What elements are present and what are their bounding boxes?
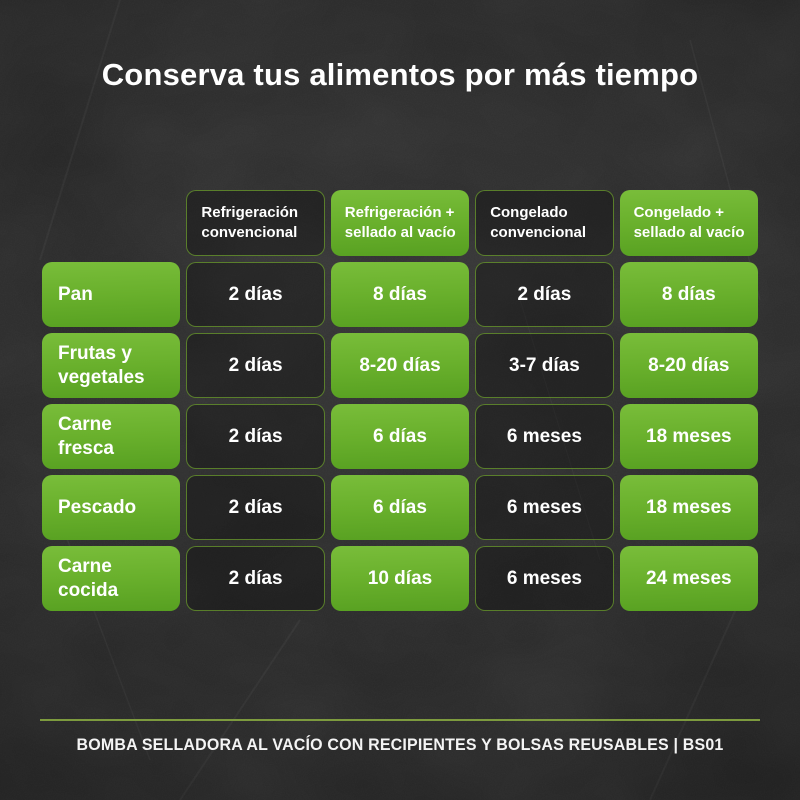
cell-r1-c1: 2 días: [186, 262, 325, 327]
cell-r1-c3: 2 días: [475, 262, 614, 327]
cell-r2-c1: 2 días: [186, 333, 325, 398]
cell-r3-c2-text: 6 días: [373, 425, 427, 447]
row-label-1: Pan: [42, 262, 181, 327]
cell-r4-c3: 6 meses: [475, 475, 614, 540]
row-label-4: Pescado: [42, 475, 181, 540]
column-header-4: Congelado + sellado al vacío: [619, 190, 758, 256]
cell-r2-c2: 8-20 días: [330, 333, 470, 398]
row-label-2-text: Frutas y vegetales: [58, 342, 145, 388]
cell-r5-c4: 24 meses: [619, 546, 758, 611]
cell-r4-c3-text: 6 meses: [506, 496, 582, 518]
cell-r2-c3-text: 3-7 días: [509, 354, 580, 376]
cell-r3-c4: 18 meses: [619, 404, 758, 469]
page-title: Conserva tus alimentos por más tiempo: [101, 57, 699, 92]
footer-caption: BOMBA SELLADORA AL VACÍO CON RECIPIENTES…: [76, 735, 724, 754]
cell-r2-c4-text: 8-20 días: [648, 354, 730, 376]
cell-r5-c1: 2 días: [186, 546, 325, 611]
cell-r1-c2-text: 8 días: [373, 283, 427, 305]
cell-r3-c1: 2 días: [186, 404, 325, 469]
column-header-1: Refrigeración convencional: [186, 190, 325, 256]
row-label-4-text: Pescado: [58, 496, 137, 518]
cell-r3-c3: 6 meses: [475, 404, 614, 469]
cell-r2-c2-text: 8-20 días: [359, 354, 441, 376]
column-header-3-text: Congelado convencional: [490, 204, 587, 241]
row-label-2: Frutas y vegetales: [42, 333, 181, 398]
cell-r4-c2: 6 días: [330, 475, 470, 540]
cell-r1-c4-text: 8 días: [661, 283, 716, 305]
cell-r2-c1-text: 2 días: [228, 354, 283, 376]
row-label-3-text: Carne fresca: [58, 413, 114, 459]
cell-r4-c4: 18 meses: [619, 475, 758, 540]
column-header-2-text: Refrigeración + sellado al vacío: [344, 204, 456, 241]
cell-r4-c1-text: 2 días: [228, 496, 283, 518]
corner-spacer: [42, 190, 180, 256]
cell-r5-c3-text: 6 meses: [506, 567, 582, 589]
column-header-4-text: Congelado + sellado al vacío: [633, 204, 745, 241]
cell-r5-c3: 6 meses: [475, 546, 614, 611]
cell-r5-c1-text: 2 días: [228, 567, 283, 589]
preservation-table: Refrigeración convencional Refrigeración …: [42, 190, 758, 611]
cell-r4-c4-text: 18 meses: [646, 496, 732, 518]
cell-r3-c1-text: 2 días: [228, 425, 283, 447]
row-label-5: Carne cocida: [42, 546, 181, 611]
cell-r1-c4: 8 días: [619, 262, 758, 327]
cell-r1-c1-text: 2 días: [228, 283, 283, 305]
cell-r5-c2: 10 días: [330, 546, 470, 611]
footer-divider: [40, 719, 760, 721]
cell-r5-c4-text: 24 meses: [646, 567, 732, 589]
cell-r4-c1: 2 días: [186, 475, 325, 540]
cell-r4-c2-text: 6 días: [373, 496, 427, 518]
row-label-3: Carne fresca: [42, 404, 181, 469]
cell-r2-c4: 8-20 días: [619, 333, 758, 398]
column-header-3: Congelado convencional: [475, 190, 614, 256]
row-label-5-text: Carne cocida: [58, 555, 119, 601]
cell-r1-c3-text: 2 días: [517, 283, 572, 305]
cell-r3-c4-text: 18 meses: [646, 425, 732, 447]
row-label-1-text: Pan: [58, 283, 93, 305]
cell-r5-c2-text: 10 días: [367, 567, 433, 589]
cell-r1-c2: 8 días: [330, 262, 470, 327]
cell-r2-c3: 3-7 días: [475, 333, 614, 398]
column-header-2: Refrigeración + sellado al vacío: [330, 190, 470, 256]
cell-r3-c2: 6 días: [330, 404, 470, 469]
cell-r3-c3-text: 6 meses: [506, 425, 582, 447]
column-header-1-text: Refrigeración convencional: [201, 204, 299, 241]
